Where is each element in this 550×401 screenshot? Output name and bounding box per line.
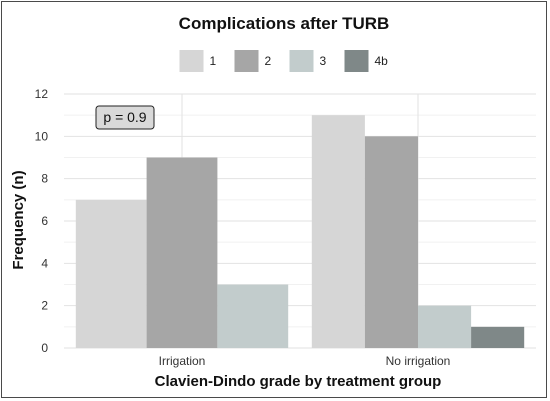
x-tick-label: No irrigation [386, 354, 451, 368]
bar [471, 326, 525, 348]
bar [75, 199, 147, 348]
bar [146, 157, 218, 348]
x-tick-label: Irrigation [159, 354, 206, 368]
y-tick-label: 12 [35, 87, 49, 101]
bar [217, 284, 289, 348]
annotation-box [95, 105, 155, 130]
y-tick-label: 6 [41, 214, 48, 228]
y-tick-label: 2 [41, 299, 48, 313]
legend-key [344, 50, 369, 72]
legend-label: 1 [210, 54, 217, 68]
y-tick-label: 10 [35, 129, 49, 143]
legend-label: 2 [265, 54, 272, 68]
legend-label: 3 [320, 54, 327, 68]
bar [311, 115, 365, 349]
x-axis-title: Clavien-Dindo grade by treatment group [155, 373, 442, 390]
p-value-annotation: p = 0.9 [103, 109, 146, 125]
legend-key [179, 50, 204, 72]
y-tick-label: 0 [41, 341, 48, 355]
legend-key [289, 50, 314, 72]
bar [418, 305, 472, 348]
legend: 1 2 3 4b [179, 50, 389, 72]
y-tick-label: 4 [41, 256, 48, 270]
chart-title: Complications after TURB [179, 14, 390, 33]
plot-area: 0 2 4 6 8 10 12 Irrigation No irrigation p = 0.9 [35, 87, 536, 368]
legend-label: 4b [375, 54, 389, 68]
y-tick-label: 8 [41, 172, 48, 186]
y-axis-title: Frequency (n) [10, 170, 27, 269]
bar [364, 136, 418, 348]
legend-key [234, 50, 259, 72]
